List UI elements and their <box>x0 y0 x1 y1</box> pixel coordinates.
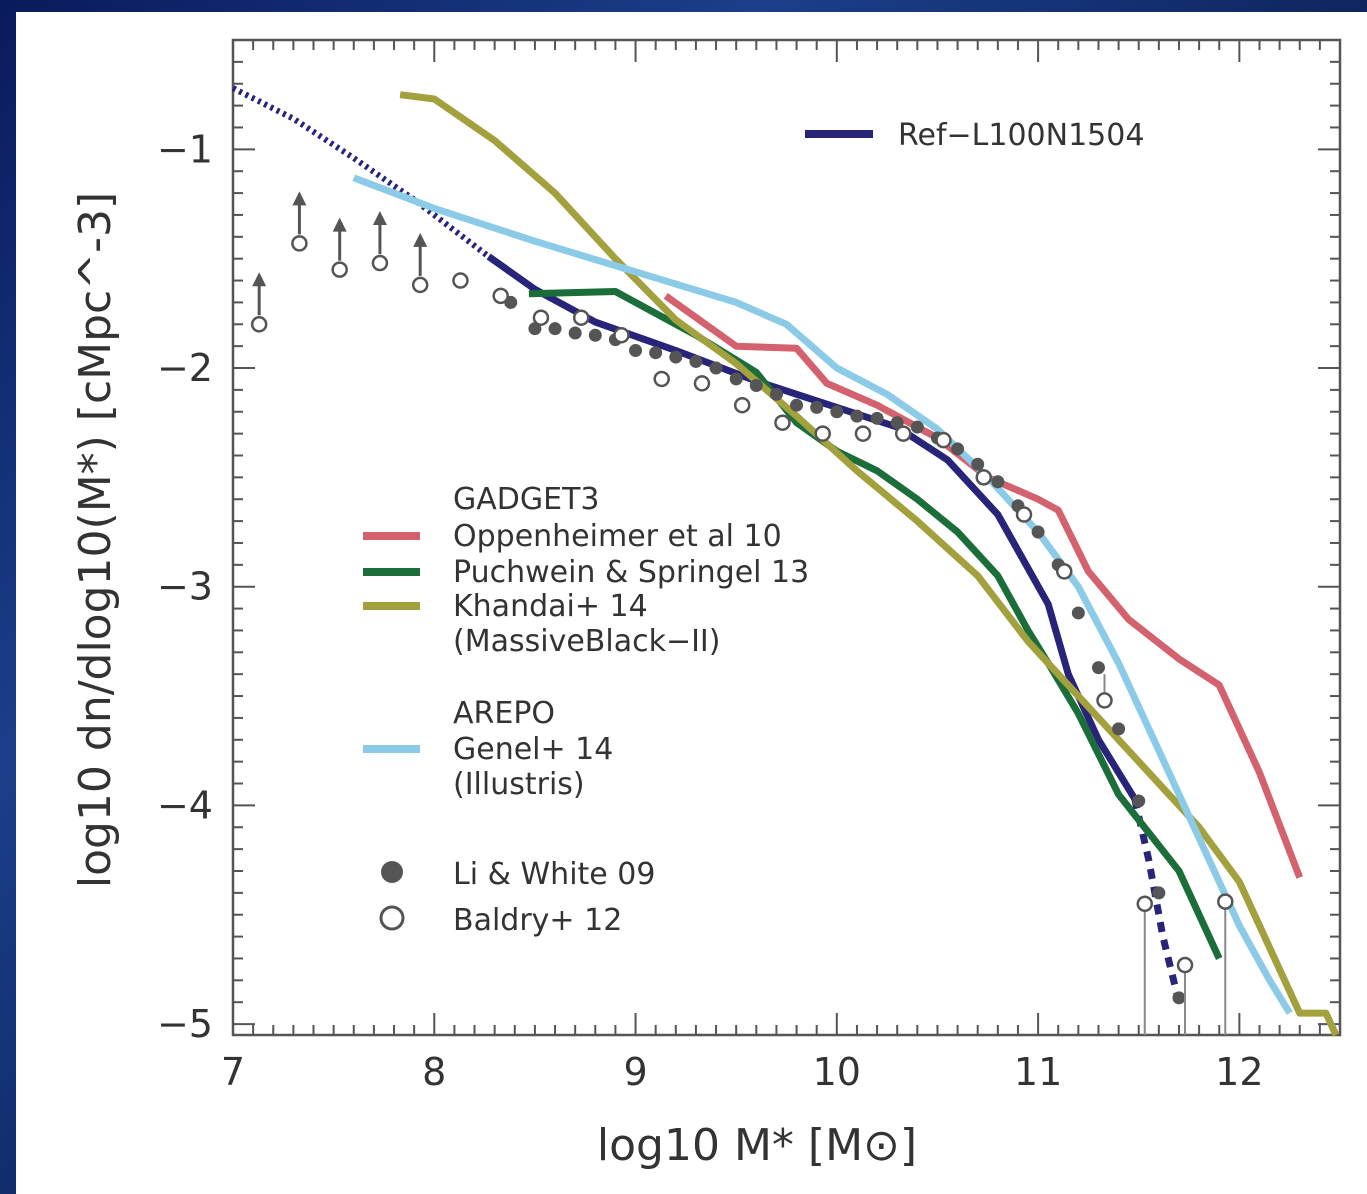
plot-frame <box>231 38 1342 1037</box>
data-point-li-white <box>749 379 763 393</box>
data-point-li-white <box>709 361 723 375</box>
legend: Ref−L100N1504 GADGET3 Oppenheimer et al … <box>363 118 1144 938</box>
data-point-li-white <box>870 411 884 425</box>
y-tick-label: −5 <box>157 1002 213 1046</box>
data-point-baldry <box>935 431 952 449</box>
axes: 7 8 9 10 11 12 −1 −2 −3 −4 −5 <box>157 38 1342 1094</box>
data-point-baldry <box>1056 563 1073 580</box>
data-point-baldry <box>653 370 670 388</box>
data-point-li-white <box>649 346 663 360</box>
data-point-li-white <box>951 442 965 456</box>
legend-title-gadget3: GADGET3 <box>453 482 599 517</box>
data-point-baldry <box>733 396 751 414</box>
data-point-li-white <box>1071 606 1085 620</box>
lower-limit-arrow-head <box>332 217 347 232</box>
series-line-oppenheimer-et-al-10 <box>663 293 1303 879</box>
scatter-points <box>250 191 1234 1035</box>
data-point-li-white <box>1112 722 1126 736</box>
data-point-li-white <box>669 350 683 364</box>
x-tick-label: 11 <box>1014 1050 1062 1094</box>
data-point-li-white <box>689 354 703 368</box>
x-tick-label: 8 <box>422 1050 446 1094</box>
legend-label-puchwein: Puchwein & Springel 13 <box>453 555 809 590</box>
data-point-li-white <box>790 398 804 412</box>
data-point-baldry <box>492 287 509 305</box>
x-tick-label: 9 <box>623 1050 647 1094</box>
data-point-li-white <box>991 475 1005 489</box>
data-point-li-white <box>830 405 844 419</box>
lower-limit-arrow-head <box>252 272 267 287</box>
legend-label-li-white: Li & White 09 <box>453 857 655 892</box>
x-axis-title: log10 M* [M⊙] <box>597 1120 917 1171</box>
x-tick-label: 12 <box>1215 1050 1263 1094</box>
data-point-baldry <box>894 425 912 442</box>
y-axis-title: log10 dn/dlog10(M*) [cMpc^-3] <box>70 192 121 888</box>
data-point-li-white <box>729 372 743 386</box>
data-point-baldry <box>1096 692 1113 709</box>
legend-marker-li-white <box>381 861 403 883</box>
x-tick-label: 7 <box>221 1050 245 1094</box>
legend-label-khandai: Khandai+ 14 <box>453 589 648 624</box>
data-point-li-white <box>1132 794 1146 808</box>
legend-label-genel-sub: (Illustris) <box>453 767 585 802</box>
data-point-li-white <box>850 409 864 423</box>
data-point-baldry <box>1136 895 1154 913</box>
legend-label-khandai-sub: (MassiveBlack−II) <box>453 624 720 659</box>
data-point-li-white <box>769 387 783 401</box>
axis-titles: log10 M* [M⊙] log10 dn/dlog10(M*) [cMpc^… <box>70 192 917 1171</box>
x-tick-label: 10 <box>813 1050 861 1094</box>
data-point-baldry <box>371 254 389 272</box>
data-point-li-white <box>1031 525 1045 539</box>
lower-limit-arrow-head <box>413 232 428 247</box>
data-point-li-white <box>1091 661 1105 675</box>
legend-title-arepo: AREPO <box>453 696 555 731</box>
data-point-baldry <box>331 261 348 278</box>
series-line-genel-14-illustris <box>352 174 1293 1015</box>
data-point-baldry <box>1015 506 1033 523</box>
data-point-li-white <box>588 328 602 342</box>
legend-label-ref: Ref−L100N1504 <box>898 118 1144 153</box>
data-point-baldry <box>532 309 550 326</box>
lower-limit-arrow-head <box>292 191 307 206</box>
y-tick-label: −4 <box>157 783 213 827</box>
data-point-li-white <box>629 344 643 358</box>
data-point-baldry <box>774 414 791 431</box>
lower-limit-arrow-head <box>372 211 387 226</box>
data-point-baldry <box>1217 893 1234 910</box>
data-point-li-white <box>1172 991 1186 1005</box>
data-point-baldry <box>291 235 308 252</box>
y-tick-label: −2 <box>157 346 213 390</box>
data-point-baldry <box>975 469 992 486</box>
legend-label-genel: Genel+ 14 <box>453 732 613 767</box>
data-point-baldry <box>1176 956 1194 974</box>
data-point-baldry <box>452 272 469 289</box>
data-point-li-white <box>568 326 582 340</box>
data-point-baldry <box>854 425 872 442</box>
y-tick-label: −1 <box>157 127 213 171</box>
data-point-li-white <box>1152 886 1166 900</box>
data-point-baldry <box>572 309 590 326</box>
data-point-li-white <box>971 457 985 471</box>
data-point-li-white <box>548 322 562 336</box>
data-point-li-white <box>910 420 924 434</box>
data-point-li-white <box>810 400 824 414</box>
data-point-baldry <box>411 276 429 294</box>
legend-label-baldry: Baldry+ 12 <box>453 903 622 938</box>
legend-marker-baldry <box>379 905 405 931</box>
data-point-baldry <box>613 326 630 344</box>
data-point-baldry <box>693 375 711 392</box>
legend-label-oppenheimer: Oppenheimer et al 10 <box>453 519 782 554</box>
data-point-baldry <box>814 425 831 442</box>
y-tick-label: −3 <box>157 565 213 609</box>
series-line-khandai-14-massiveblack-ii <box>399 91 1340 1037</box>
data-point-baldry <box>250 316 268 333</box>
chart-panel <box>16 12 1367 1194</box>
